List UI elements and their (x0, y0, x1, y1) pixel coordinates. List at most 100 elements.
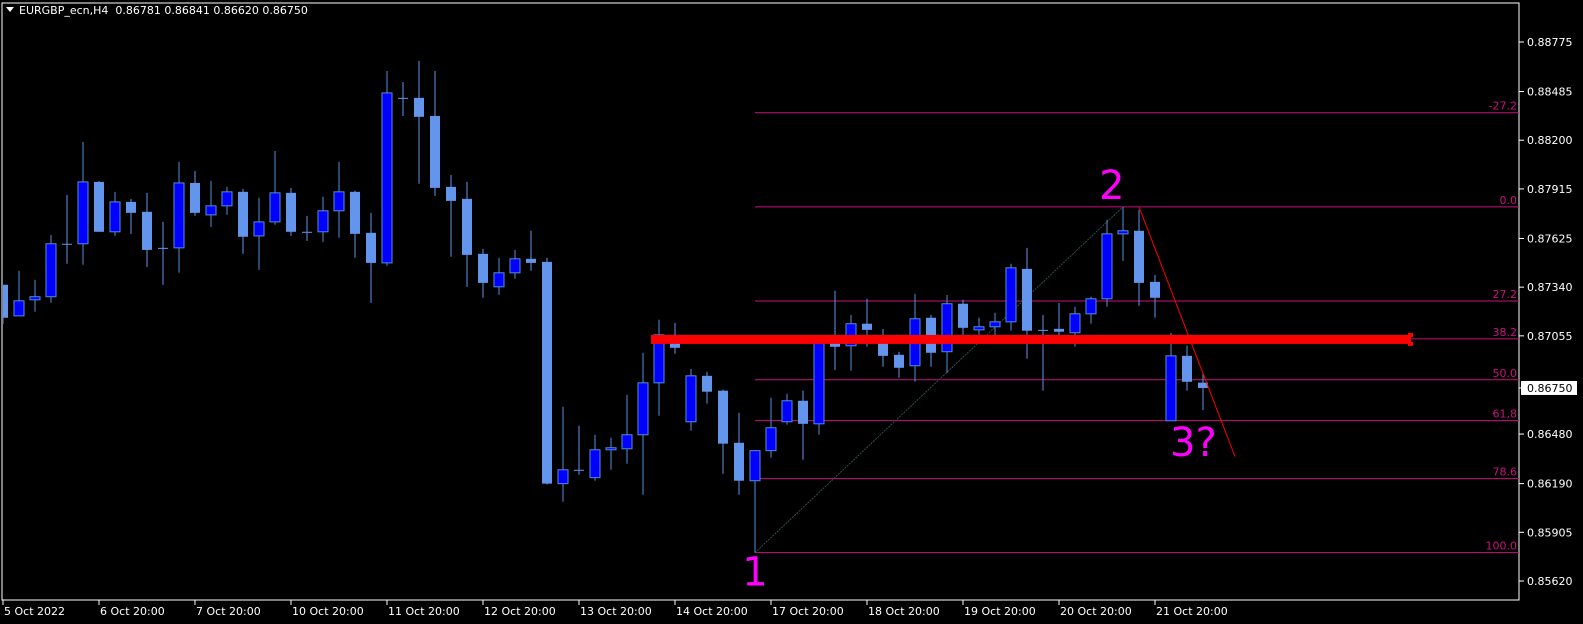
candle-bear (398, 97, 408, 99)
low-value: 0.86620 (213, 4, 259, 17)
chart-header: EURGBP_ecn,H4 0.86781 0.86841 0.86620 0.… (6, 4, 308, 17)
dropdown-triangle-icon[interactable] (6, 7, 14, 12)
candle-bear (526, 258, 536, 263)
support-line-handle-bottom (1408, 341, 1413, 346)
x-tick-label: 12 Oct 20:00 (484, 605, 556, 618)
fib-level-label: 0.0 (1500, 194, 1518, 207)
x-tick-label: 19 Oct 20:00 (964, 605, 1036, 618)
wave-label: 2 (1099, 163, 1124, 209)
y-tick-label: 0.88200 (1527, 134, 1573, 147)
x-tick-label: 14 Oct 20:00 (676, 605, 748, 618)
candle-bull (493, 272, 505, 288)
candle-bull (989, 321, 1001, 328)
candle-bear (446, 186, 456, 201)
candle-bull (317, 210, 329, 233)
y-tick-label: 0.87340 (1527, 281, 1573, 294)
symbol-label: EURGBP_ecn,H4 (19, 4, 109, 17)
candle-bear (430, 115, 440, 188)
plot-frame (1, 2, 1520, 601)
candle-bull (637, 382, 649, 436)
x-tick-label: 17 Oct 20:00 (772, 605, 844, 618)
trendline (1138, 206, 1236, 457)
candle-bear (1134, 230, 1144, 283)
x-tick-label: 20 Oct 20:00 (1060, 605, 1132, 618)
y-tick-label: 0.87055 (1527, 330, 1573, 343)
candle-bull (1085, 298, 1097, 315)
y-tick-label: 0.87625 (1527, 232, 1573, 245)
candle-bull (29, 296, 41, 301)
fib-level-label: 38.2 (1493, 326, 1518, 339)
candle-bull (605, 447, 617, 451)
candle-bear (350, 191, 360, 234)
candle-bear (62, 243, 72, 245)
candle-bear (958, 303, 968, 328)
y-tick-label: 0.86190 (1527, 478, 1573, 491)
candle-bear (734, 442, 744, 481)
candle-bear (718, 390, 728, 444)
x-tick-label: 21 Oct 20:00 (1156, 605, 1228, 618)
candle-bear (1022, 268, 1032, 331)
candle-bear (142, 211, 152, 250)
candle-bull (749, 450, 761, 482)
candle-bull (13, 300, 25, 317)
x-tick-label: 7 Oct 20:00 (196, 605, 261, 618)
fib-level-label: 27.2 (1493, 288, 1518, 301)
candle-bull (589, 449, 601, 479)
high-value: 0.86841 (164, 4, 210, 17)
x-tick-label: 5 Oct 2022 (4, 605, 65, 618)
fib-level-label: -27.2 (1489, 100, 1517, 113)
candle-bull (1005, 267, 1017, 323)
fib-level-label: 61,8 (1493, 408, 1518, 421)
candle-bull (253, 221, 265, 237)
x-tick-label: 10 Oct 20:00 (292, 605, 364, 618)
candle-bear (3, 284, 8, 318)
candle-bull (333, 191, 345, 212)
candle-bear (286, 192, 296, 232)
candle-bull (173, 182, 185, 249)
candle-bear (798, 400, 808, 424)
y-tick-label: 0.88775 (1527, 36, 1573, 49)
candle-bull (813, 341, 825, 425)
x-tick-label: 13 Oct 20:00 (580, 605, 652, 618)
candle-bull (509, 258, 521, 274)
x-tick-label: 6 Oct 20:00 (100, 605, 165, 618)
candle-bear (238, 191, 248, 237)
candle-bear (1150, 281, 1160, 298)
candle-bull (1117, 230, 1129, 235)
candle-bear (462, 198, 472, 255)
candle-bull (1101, 233, 1113, 300)
candle-bear (126, 201, 136, 213)
candle-bull (45, 243, 57, 298)
wave-label: 3? (1170, 420, 1217, 466)
candle-bear (894, 354, 904, 368)
candle-bear (366, 232, 376, 263)
current-price-box (1521, 380, 1577, 395)
candle-bull (269, 192, 281, 223)
candle-bull (205, 205, 217, 216)
candle-bear (158, 247, 168, 249)
fib-anchor-line (754, 206, 1124, 554)
candle-bull (557, 469, 569, 485)
fib-level-label: 50.0 (1493, 367, 1518, 380)
y-tick-label: 0.86480 (1527, 428, 1573, 441)
support-line-handle-top (1408, 332, 1413, 337)
wave-label: 1 (742, 550, 767, 596)
support-line (651, 334, 1411, 344)
x-tick-label: 11 Oct 20:00 (388, 605, 460, 618)
candle-bear (574, 469, 584, 471)
candle-bull (1069, 313, 1081, 334)
candle-bull (765, 427, 777, 452)
candle-bull (621, 434, 633, 450)
fib-level-label: 100.0 (1486, 540, 1518, 553)
y-tick-label: 0.88485 (1527, 86, 1573, 99)
candle-bull (221, 191, 233, 207)
fib-level-label: 78.6 (1493, 466, 1518, 479)
candle-bear (862, 323, 872, 330)
candle-bull (109, 201, 121, 233)
candle-bear (878, 336, 888, 356)
candle-bear (478, 253, 488, 283)
candle-bear (1054, 328, 1064, 332)
candle-bull (685, 375, 697, 423)
candle-bear (94, 181, 104, 232)
